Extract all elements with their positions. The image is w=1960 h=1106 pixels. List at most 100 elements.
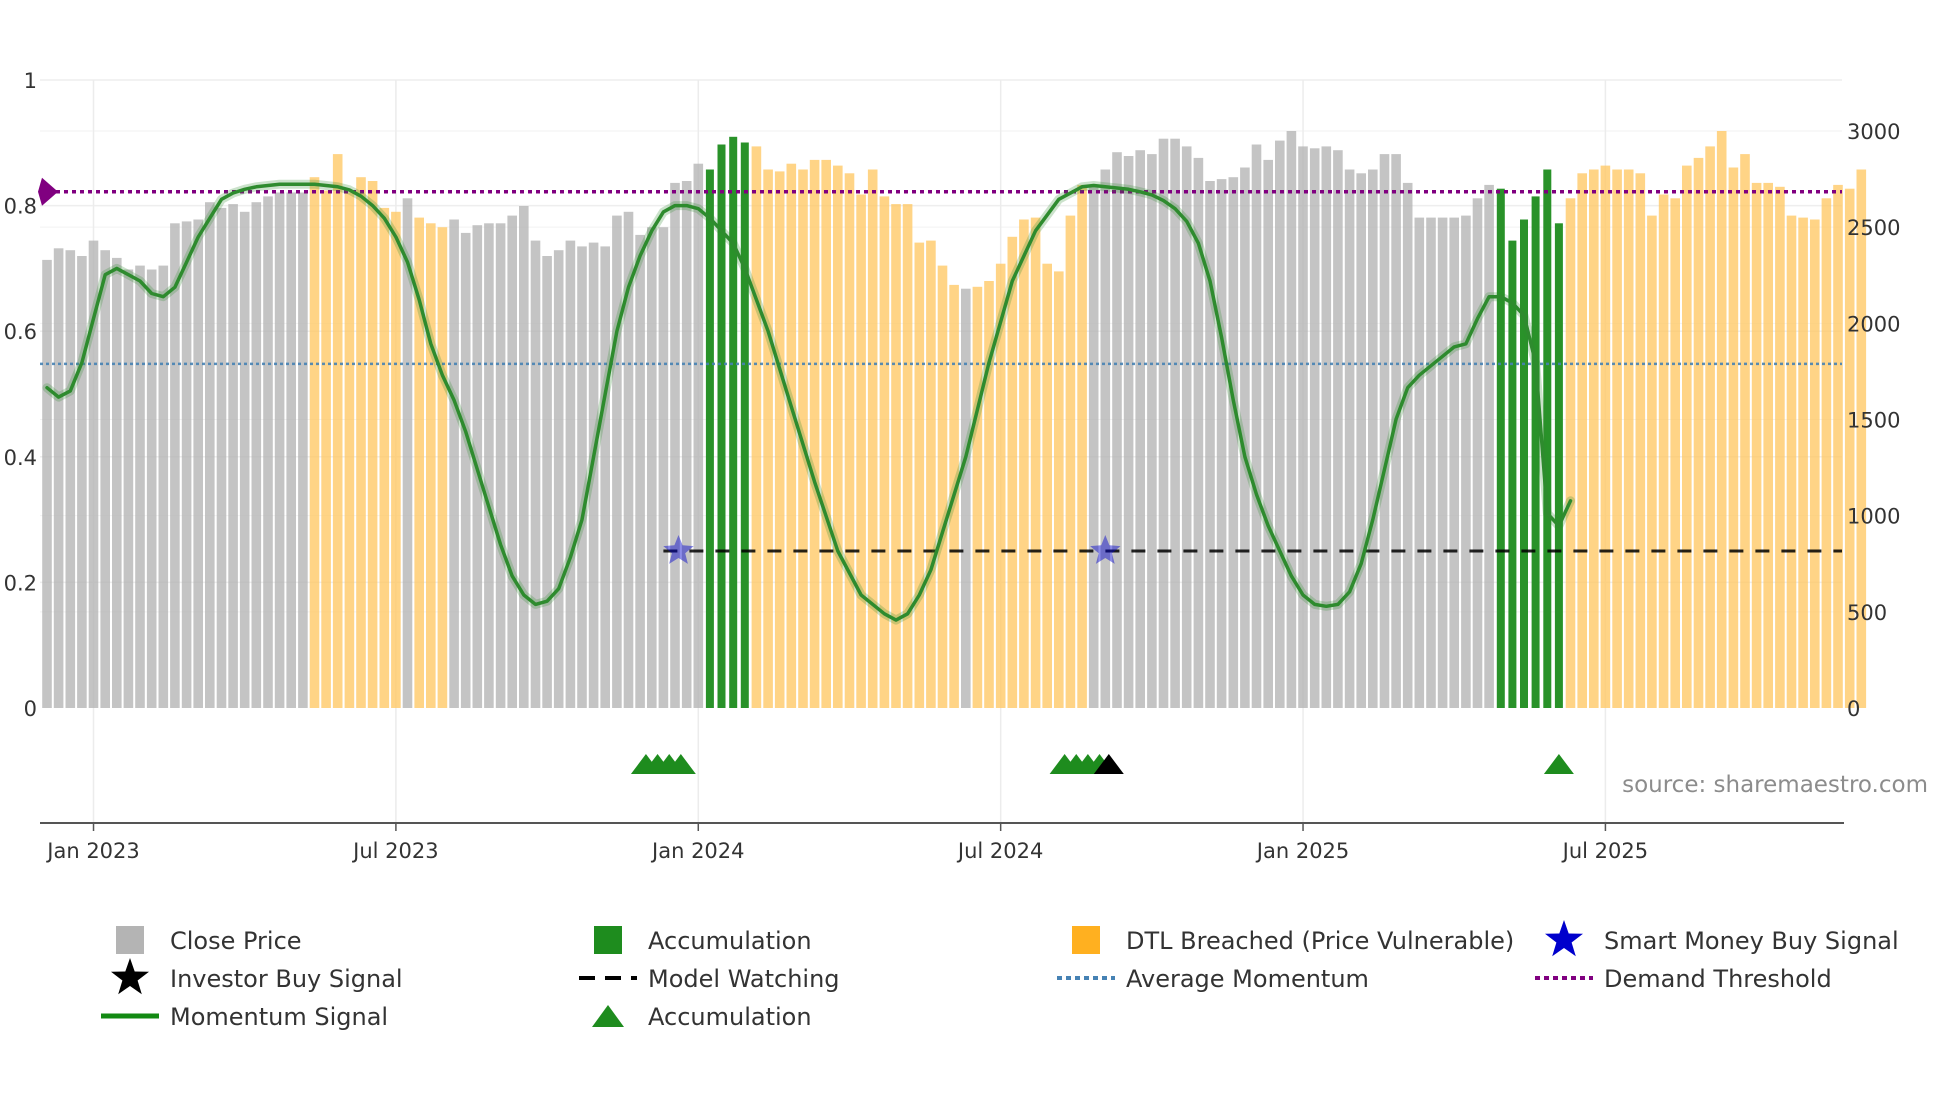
- price-bar: [1786, 215, 1797, 708]
- legend-dtl-swatch: [1072, 926, 1100, 954]
- price-bar: [961, 288, 971, 708]
- left-tick-label: 1: [24, 69, 37, 93]
- accumulation-triangle: [1543, 754, 1574, 774]
- price-bar: [286, 192, 296, 708]
- price-bar: [1065, 215, 1076, 708]
- price-bar: [135, 265, 145, 708]
- price-bar: [577, 246, 587, 708]
- legend-label: DTL Breached (Price Vulnerable): [1126, 927, 1514, 955]
- price-bar: [1716, 131, 1727, 708]
- price-bar: [216, 207, 227, 708]
- legend-investor-star: [111, 958, 149, 995]
- price-bar: [937, 265, 948, 708]
- price-bar: [1740, 154, 1750, 709]
- price-bar: [542, 256, 552, 708]
- price-bar: [519, 206, 529, 708]
- price-bar: [495, 223, 506, 709]
- legend-item: Average Momentum: [1057, 965, 1369, 993]
- price-bar: [123, 269, 134, 708]
- signal-markers: [630, 535, 1574, 774]
- smart-money-buy-star: [663, 535, 694, 564]
- right-tick-label: 3000: [1847, 120, 1900, 144]
- price-bar: [251, 202, 262, 708]
- price-bar: [414, 217, 424, 708]
- right-tick-label: 0: [1847, 697, 1860, 721]
- price-bar: [1508, 240, 1517, 708]
- price-bar: [309, 177, 320, 708]
- x-tick-label: Jan 2025: [1255, 839, 1350, 863]
- legend-label: Model Watching: [648, 965, 840, 993]
- price-bar: [647, 227, 657, 708]
- price-bar: [1426, 217, 1436, 708]
- price-bar: [670, 182, 680, 708]
- x-tick-label: Jul 2023: [351, 839, 438, 863]
- price-bar: [1228, 177, 1239, 708]
- price-bar: [1798, 217, 1808, 708]
- price-bar: [1577, 173, 1587, 709]
- legend-item: Accumulation: [594, 926, 812, 955]
- price-bar: [1344, 169, 1355, 708]
- price-bar: [356, 177, 366, 708]
- price-bar: [1461, 215, 1471, 708]
- price-bar: [1437, 217, 1448, 708]
- price-bar: [1088, 184, 1099, 708]
- price-bar: [77, 256, 87, 708]
- price-bar: [437, 227, 448, 708]
- x-tick-label: Jul 2024: [956, 839, 1043, 863]
- momentum-signal: [42, 179, 1575, 625]
- source-note: source: sharemaestro.com: [1622, 772, 1928, 798]
- legend-item: Model Watching: [579, 965, 840, 993]
- price-bar: [1414, 217, 1425, 708]
- price-bar: [1775, 186, 1785, 709]
- price-bar: [1251, 144, 1262, 708]
- price-bar: [379, 207, 390, 708]
- price-bar: [263, 196, 273, 708]
- price-bar: [1496, 188, 1505, 708]
- price-bar: [1543, 169, 1552, 708]
- price-bar: [867, 169, 878, 708]
- price-bar: [1844, 188, 1855, 708]
- price-bar: [821, 159, 831, 708]
- price-bar: [786, 163, 797, 708]
- price-bar: [1682, 165, 1692, 709]
- price-bar: [1589, 169, 1599, 708]
- price-bar: [1263, 159, 1273, 708]
- price-bar: [1821, 198, 1832, 709]
- legend-label: Momentum Signal: [170, 1003, 388, 1031]
- price-bar: [984, 281, 994, 708]
- price-bar: [693, 163, 704, 708]
- price-bar: [1520, 219, 1528, 708]
- legend-label: Smart Money Buy Signal: [1604, 927, 1899, 955]
- price-bar: [1019, 219, 1029, 708]
- price-bar: [42, 259, 52, 708]
- price-bar: [298, 192, 308, 708]
- price-bar: [1751, 182, 1762, 708]
- price-bars: [42, 131, 1867, 709]
- price-bar: [1275, 140, 1285, 709]
- price-bar: [623, 211, 634, 709]
- price-bar: [635, 234, 645, 708]
- price-bar: [1170, 138, 1180, 708]
- price-bar: [274, 192, 285, 708]
- right-tick-label: 2500: [1847, 216, 1900, 240]
- x-tick-label: Jul 2025: [1561, 839, 1648, 863]
- price-bar: [1600, 165, 1611, 709]
- price-bar: [1112, 152, 1122, 708]
- price-bar: [1554, 223, 1563, 709]
- price-bar: [902, 204, 913, 708]
- price-bar: [507, 215, 517, 708]
- price-bar: [1612, 169, 1622, 708]
- price-bar: [1856, 169, 1867, 708]
- price-bar: [879, 196, 890, 708]
- reference-lines: [38, 177, 1842, 553]
- left-tick-label: 0.4: [4, 446, 37, 470]
- price-bar: [995, 263, 1006, 708]
- price-bar: [100, 250, 110, 708]
- price-bar: [1565, 198, 1576, 709]
- price-bar: [1205, 181, 1215, 708]
- legend-item: Smart Money Buy Signal: [1545, 920, 1899, 957]
- legend-accumulation-swatch: [594, 926, 622, 954]
- price-bar: [891, 204, 901, 708]
